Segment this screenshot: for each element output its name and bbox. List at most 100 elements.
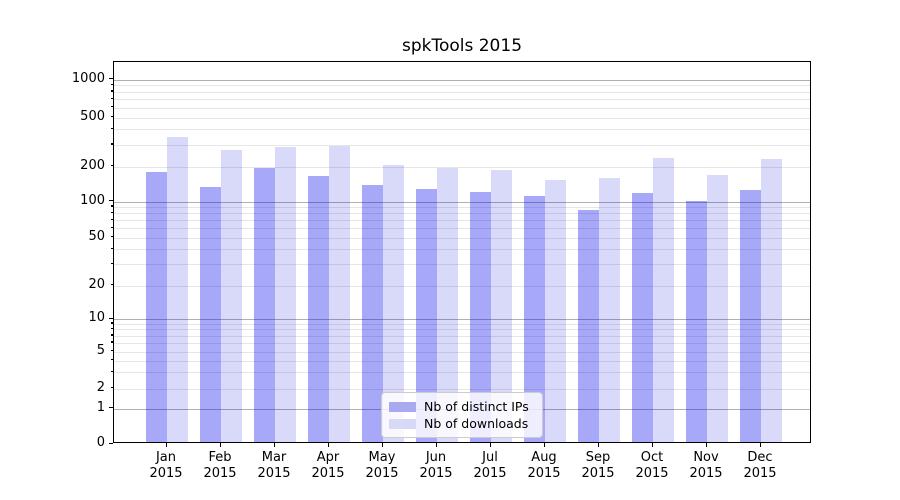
y-minor-tick-7	[110, 334, 113, 336]
bar-downloads-may	[383, 165, 404, 442]
legend-item-distinct-ips: Nb of distinct IPs	[389, 399, 533, 414]
x-tick-label-feb: Feb 2015	[203, 450, 237, 481]
gridline-major-10	[114, 319, 810, 320]
bar-downloads-aug	[545, 179, 566, 442]
y-minor-tick-600	[110, 106, 113, 108]
y-minor-tick-700	[110, 97, 113, 99]
x-tick-apr	[327, 443, 329, 447]
y-minor-tick-4	[110, 359, 113, 361]
gridline-minor-6	[114, 342, 810, 344]
y-minor-tick-6	[110, 341, 113, 343]
gridline-major-1000	[114, 79, 810, 81]
gridline-minor-3	[114, 372, 810, 374]
gridline-minor-30	[114, 264, 810, 266]
y-tick-label-20: 20	[88, 276, 105, 292]
bar-distinct-ips-jun	[416, 188, 437, 442]
bar-distinct-ips-oct	[632, 193, 653, 442]
y-minor-tick-90	[110, 205, 113, 207]
x-tick-label-jul: Jul 2015	[473, 450, 507, 481]
x-tick-jul	[489, 443, 491, 447]
gridline-minor-5	[114, 351, 810, 353]
x-tick-jun	[435, 443, 437, 447]
gridline-minor-9	[114, 323, 810, 325]
y-tick-label-10: 10	[88, 310, 105, 325]
y-tick-label-5: 5	[96, 342, 105, 358]
bar-distinct-ips-jan	[146, 172, 167, 442]
gridline-minor-400	[114, 129, 810, 131]
x-tick-feb	[219, 443, 221, 447]
y-tick-label-50: 50	[88, 228, 105, 244]
x-tick-label-sep: Sep 2015	[581, 450, 615, 481]
bar-distinct-ips-sep	[578, 209, 599, 442]
y-minor-tick-9	[110, 322, 113, 324]
y-tick-5	[110, 350, 113, 352]
y-minor-tick-70	[110, 218, 113, 220]
y-tick-200	[110, 165, 113, 167]
gridline-minor-700	[114, 99, 810, 101]
y-minor-tick-3	[110, 370, 113, 372]
y-tick-500	[110, 116, 113, 118]
y-tick-label-0: 0	[96, 435, 105, 450]
gridline-minor-8	[114, 329, 810, 331]
gridline-minor-70	[114, 220, 810, 222]
gridline-minor-4	[114, 360, 810, 362]
legend: Nb of distinct IPs Nb of downloads	[381, 392, 543, 438]
y-tick-label-500: 500	[80, 108, 105, 124]
y-minor-tick-80	[110, 211, 113, 213]
x-tick-label-mar: Mar 2015	[257, 450, 291, 481]
bar-distinct-ips-aug	[524, 195, 545, 442]
x-tick-sep	[597, 443, 599, 447]
gridline-minor-40	[114, 249, 810, 251]
gridline-minor-90	[114, 206, 810, 208]
chart-title: spkTools 2015	[401, 36, 523, 56]
bar-distinct-ips-jul	[470, 192, 491, 442]
y-tick-label-1: 1	[96, 399, 105, 415]
bar-downloads-apr	[329, 145, 350, 442]
y-tick-label-200: 200	[80, 157, 105, 173]
gridline-minor-2	[114, 388, 810, 390]
x-tick-label-nov: Nov 2015	[689, 450, 723, 481]
legend-swatch-downloads	[389, 418, 416, 429]
y-tick-label-2: 2	[96, 379, 105, 395]
y-tick-0	[109, 442, 113, 444]
x-tick-jan	[165, 443, 167, 447]
gridline-minor-20	[114, 285, 810, 287]
y-minor-tick-300	[110, 143, 113, 145]
x-tick-label-apr: Apr 2015	[311, 450, 345, 481]
x-tick-aug	[543, 443, 545, 447]
x-tick-label-jan: Jan 2015	[149, 450, 183, 481]
x-tick-mar	[273, 443, 275, 447]
y-minor-tick-60	[110, 226, 113, 228]
bar-downloads-jan	[167, 137, 188, 442]
y-minor-tick-30	[110, 262, 113, 265]
bar-downloads-oct	[653, 157, 674, 442]
x-tick-label-dec: Dec 2015	[743, 450, 777, 481]
bar-downloads-mar	[275, 146, 296, 442]
y-tick-1000	[109, 78, 113, 80]
x-tick-dec	[759, 443, 761, 447]
x-tick-oct	[651, 443, 653, 447]
bar-downloads-jun	[437, 167, 458, 442]
y-tick-label-100: 100	[80, 192, 105, 208]
gridline-major-100	[114, 201, 810, 203]
x-tick-may	[381, 443, 383, 447]
y-minor-tick-40	[110, 247, 113, 249]
gridline-minor-800	[114, 91, 810, 93]
y-tick-100	[109, 200, 113, 202]
bar-downloads-sep	[599, 177, 620, 442]
x-tick-label-jun: Jun 2015	[419, 450, 453, 481]
gridline-minor-300	[114, 144, 810, 146]
gridline-minor-80	[114, 213, 810, 215]
bar-distinct-ips-feb	[200, 187, 221, 442]
bar-downloads-nov	[707, 174, 728, 442]
legend-label-downloads: Nb of downloads	[424, 416, 529, 431]
legend-swatch-distinct-ips	[389, 401, 416, 412]
gridline-minor-900	[114, 85, 810, 87]
x-tick-label-aug: Aug 2015	[527, 450, 561, 481]
bar-distinct-ips-mar	[254, 168, 275, 442]
gridline-minor-60	[114, 228, 810, 230]
x-tick-nov	[705, 443, 707, 447]
bar-downloads-dec	[761, 158, 782, 442]
gridline-minor-500	[114, 117, 810, 119]
